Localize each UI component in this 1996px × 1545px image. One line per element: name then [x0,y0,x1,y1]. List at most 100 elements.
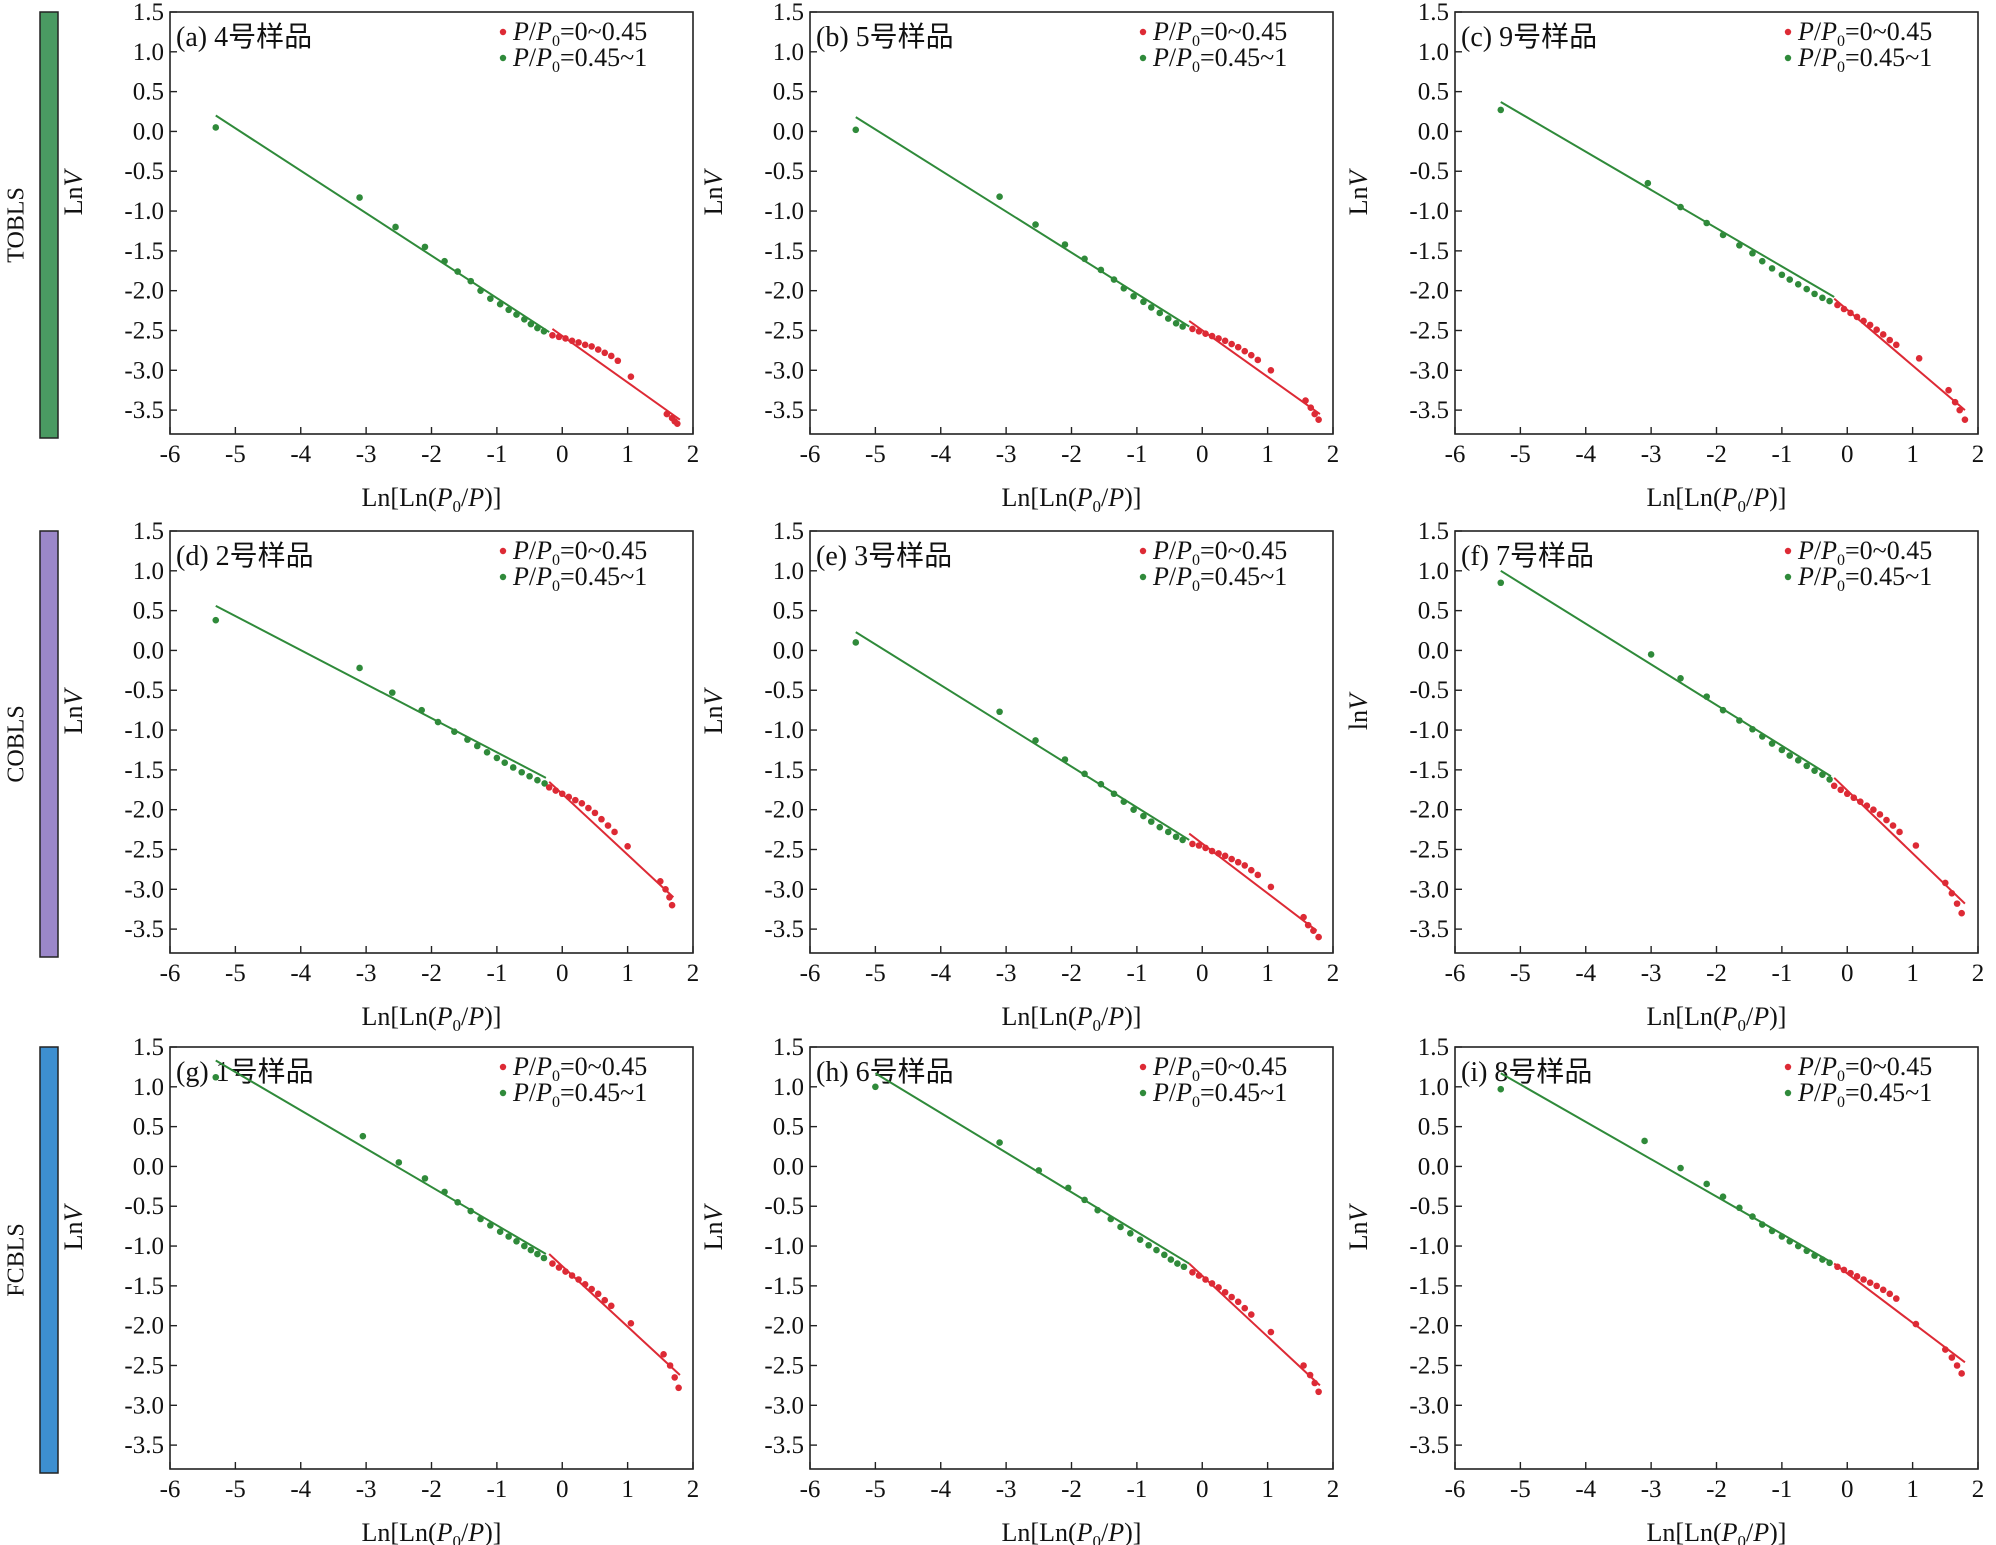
legend-marker [1784,28,1792,36]
x-tick-label: -1 [486,1476,507,1503]
plot-frame [1454,1046,1979,1470]
x-tick-label: -3 [1641,1476,1662,1503]
x-axis-title: Ln[Ln(P0/P)] [1647,1518,1787,1545]
data-point-low-pressure [572,796,579,804]
group-bar-tobls [39,11,59,439]
data-point-low-pressure [1948,1354,1956,1361]
data-point-low-pressure [598,815,605,823]
y-tick-label: -0.5 [764,158,804,185]
y-axis-title: LnV [59,1203,88,1251]
y-tick-label: -3.5 [1409,916,1449,943]
y-tick-label: -3.5 [764,916,804,943]
x-tick-label: -6 [800,960,821,987]
data-point-high-pressure [1167,1256,1175,1263]
data-point-high-pressure [1677,675,1684,682]
data-point-low-pressure [1208,1280,1216,1287]
y-axis-title: LnV [59,687,88,735]
y-tick-label: 1.0 [133,558,164,585]
panel-title: (a) 4号样品 [176,21,312,53]
data-point-low-pressure [1208,847,1216,855]
legend-entry: P/P0=0.45~1 [1152,1078,1287,1111]
data-point-high-pressure [1819,771,1826,778]
x-tick-label: -3 [356,960,377,987]
legend-entry: P/P0=0~0.45 [1152,17,1287,50]
data-point-low-pressure [1956,406,1963,414]
data-point-low-pressure [1241,347,1249,355]
y-tick-label: -0.5 [764,677,804,704]
x-tick-label: -6 [1445,960,1466,987]
y-tick-label: -2.5 [1409,1352,1449,1379]
data-point-high-pressure [1794,281,1802,288]
panel-title: (i) 8号样品 [1461,1056,1592,1088]
data-point-high-pressure [1811,290,1818,298]
data-point-high-pressure [526,772,533,780]
data-point-low-pressure [1300,913,1307,921]
data-point-low-pressure [1892,341,1900,349]
data-point-low-pressure [1883,816,1890,824]
x-tick-label: -1 [486,441,507,468]
data-point-high-pressure [1768,265,1776,272]
y-tick-label: 1.5 [133,0,164,26]
data-point-high-pressure [509,764,517,771]
x-tick-label: -1 [1126,441,1147,468]
data-point-low-pressure [1953,1362,1961,1369]
data-point-low-pressure [555,1264,563,1271]
data-point-low-pressure [671,1374,678,1381]
data-point-low-pressure [1189,1269,1196,1276]
data-point-low-pressure [663,410,671,418]
x-tick-label: 2 [1972,960,1985,987]
data-point-high-pressure [1140,298,1147,306]
panel-title: (c) 9号样品 [1461,21,1597,53]
data-point-low-pressure [1234,1298,1242,1306]
data-point-low-pressure [1912,842,1920,849]
data-point-high-pressure [1172,320,1180,327]
data-point-high-pressure [501,759,509,767]
y-tick-label: 1.0 [1418,39,1449,66]
y-tick-label: -1.0 [124,198,164,225]
data-point-low-pressure [1195,327,1203,335]
x-tick-label: -6 [800,1476,821,1503]
x-tick-label: -1 [1126,960,1147,987]
data-point-high-pressure [1703,693,1710,700]
x-tick-label: 2 [1972,1476,1985,1503]
data-point-low-pressure [565,793,573,801]
legend-marker [1139,1063,1147,1071]
data-point-low-pressure [666,1362,674,1369]
data-point-high-pressure [1786,1237,1794,1245]
data-point-high-pressure [1497,106,1505,114]
data-point-low-pressure [1241,862,1249,869]
data-point-low-pressure [1228,1293,1235,1301]
y-tick-label: -1.0 [764,198,804,225]
y-tick-label: -2.5 [1409,836,1449,863]
data-point-low-pressure [674,420,681,427]
y-tick-label: -2.0 [764,1313,804,1340]
data-point-high-pressure [359,1132,367,1140]
data-point-high-pressure [464,736,471,743]
data-point-low-pressure [1302,397,1309,404]
panel-title: (h) 6号样品 [816,1056,954,1088]
y-axis-title: LnV [699,687,728,735]
y-tick-label: 1.0 [1418,1074,1449,1101]
y-tick-label: 1.0 [133,39,164,66]
x-tick-label: 0 [1841,1476,1854,1503]
data-point-low-pressure [1847,309,1854,317]
data-point-low-pressure [666,893,673,901]
y-tick-label: 0.0 [1418,1153,1449,1180]
x-tick-label: -2 [1706,960,1727,987]
x-tick-label: -3 [996,1476,1017,1503]
x-tick-label: -5 [865,1476,886,1503]
x-tick-label: 2 [687,1476,700,1503]
group-label: FCBLS [4,1223,30,1296]
data-point-low-pressure [1886,336,1894,344]
panel-title: (e) 3号样品 [816,540,952,572]
legend-marker [499,28,507,36]
x-tick-label: -4 [290,960,311,987]
x-tick-label: -3 [1641,441,1662,468]
data-point-high-pressure [1081,1196,1088,1204]
data-point-high-pressure [1156,309,1164,317]
data-point-high-pressure [421,1175,429,1182]
x-tick-label: 0 [1196,960,1209,987]
data-point-low-pressure [1202,1276,1209,1283]
y-tick-label: -1.0 [1409,198,1449,225]
data-point-high-pressure [1826,776,1833,783]
